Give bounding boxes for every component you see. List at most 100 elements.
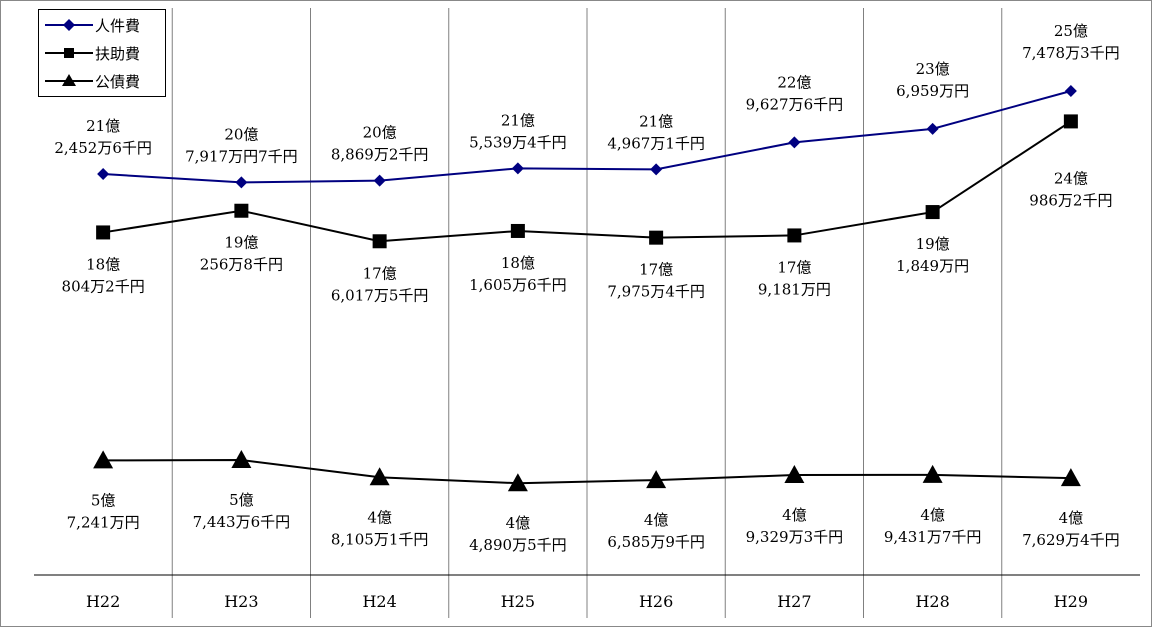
data-label-kosaihi-H25-oku: 4億 (506, 514, 531, 532)
x-tick-labels: H22 H23 H24 H25 H26 H27 H28 H29 (86, 592, 1088, 611)
legend-label-fujohi: 扶助費 (95, 45, 141, 63)
marker-jinkenhi-H24 (373, 174, 386, 187)
legend-item-jinkenhi: 人件費 (39, 12, 165, 38)
marker-jinkenhi-H28 (926, 122, 939, 135)
data-label-kosaihi-H22-man: 7,241万円 (67, 513, 140, 531)
marker-fujohi-H24 (372, 234, 387, 249)
legend-square-marker-icon (45, 48, 93, 58)
data-label-jinkenhi-H27-oku: 22億 (777, 73, 811, 91)
data-labels: 21億 2,452万6千円 20億 7,917万円7千円 20億 8,869万2千円 21億… (54, 22, 1119, 554)
data-label-jinkenhi-H28-oku: 23億 (916, 60, 950, 78)
marker-fujohi-H25 (510, 223, 525, 238)
marker-jinkenhi-H26 (650, 163, 663, 176)
marker-jinkenhi-H25 (511, 162, 524, 175)
data-label-jinkenhi-H25-oku: 21億 (501, 111, 535, 129)
data-label-fujohi-H29-man: 986万2千円 (1029, 191, 1112, 209)
data-label-kosaihi-H27-man: 9,329万3千円 (746, 528, 844, 546)
data-label-jinkenhi-H26-man: 4,967万1千円 (607, 134, 705, 152)
data-label-fujohi-H24-oku: 17億 (363, 264, 397, 282)
marker-fujohi-H29 (1063, 114, 1078, 129)
data-label-fujohi-H28-man: 1,849万円 (896, 257, 969, 275)
marker-fujohi-H26 (649, 230, 664, 245)
data-label-kosaihi-H27-oku: 4億 (782, 506, 807, 524)
x-tick-H23: H23 (224, 592, 258, 611)
marker-kosaihi-H25 (507, 473, 528, 492)
marker-kosaihi-H22 (93, 450, 114, 469)
legend-item-fujohi: 扶助費 (39, 40, 165, 66)
data-label-fujohi-H22-oku: 18億 (86, 255, 120, 273)
series-lines (102, 90, 1072, 485)
legend-label-jinkenhi: 人件費 (95, 17, 141, 35)
data-label-jinkenhi-H28-man: 6,959万円 (896, 82, 969, 100)
data-label-kosaihi-H24-oku: 4億 (367, 508, 392, 526)
marker-kosaihi-H26 (646, 470, 667, 489)
data-label-fujohi-H29-oku: 24億 (1054, 169, 1088, 187)
data-label-jinkenhi-H22-man: 2,452万6千円 (54, 139, 152, 157)
data-label-fujohi-H24-man: 6,017万5千円 (331, 286, 429, 304)
data-label-jinkenhi-H29-man: 7,478万3千円 (1022, 44, 1120, 62)
marker-jinkenhi-H23 (235, 176, 248, 189)
marker-kosaihi-H23 (231, 450, 252, 469)
data-label-kosaihi-H28-man: 9,431万7千円 (884, 528, 982, 546)
data-label-jinkenhi-H23-oku: 20億 (224, 125, 258, 143)
data-label-jinkenhi-H27-man: 9,627万6千円 (746, 95, 844, 113)
series-line-jinkenhi (103, 90, 1072, 184)
data-label-jinkenhi-H29-oku: 25億 (1054, 22, 1088, 40)
x-tick-H28: H28 (915, 592, 949, 611)
legend-diamond-marker-icon (45, 19, 93, 31)
data-label-kosaihi-H23-oku: 5億 (229, 491, 254, 509)
x-tick-H24: H24 (362, 592, 396, 611)
marker-fujohi-H27 (787, 228, 802, 243)
legend: 人件費 扶助費 公債費 (38, 9, 166, 97)
x-tick-H26: H26 (639, 592, 673, 611)
data-label-fujohi-H25-man: 1,605万6千円 (469, 276, 567, 294)
marker-kosaihi-H27 (784, 465, 805, 484)
series-markers (93, 84, 1081, 492)
x-tick-H29: H29 (1054, 592, 1088, 611)
data-label-jinkenhi-H25-man: 5,539万4千円 (469, 133, 567, 151)
data-label-fujohi-H22-man: 804万2千円 (62, 277, 145, 295)
x-tick-H25: H25 (501, 592, 535, 611)
data-label-kosaihi-H29-oku: 4億 (1059, 509, 1084, 527)
marker-jinkenhi-H27 (788, 136, 801, 149)
data-label-fujohi-H28-oku: 19億 (916, 235, 950, 253)
series-line-fujohi (102, 120, 1072, 243)
data-label-fujohi-H23-oku: 19億 (224, 234, 258, 252)
x-tick-H22: H22 (86, 592, 120, 611)
data-label-fujohi-H26-man: 7,975万4千円 (607, 283, 705, 301)
data-label-fujohi-H23-man: 256万8千円 (200, 256, 283, 274)
data-label-kosaihi-H26-man: 6,585万9千円 (607, 533, 705, 551)
data-label-jinkenhi-H24-oku: 20億 (363, 124, 397, 142)
data-label-kosaihi-H22-oku: 5億 (91, 491, 116, 509)
data-label-fujohi-H25-oku: 18億 (501, 254, 535, 272)
marker-kosaihi-H28 (922, 464, 943, 483)
x-tick-H27: H27 (777, 592, 811, 611)
legend-item-kosaihi: 公債費 (39, 68, 165, 94)
data-label-kosaihi-H25-man: 4,890万5千円 (469, 536, 567, 554)
data-label-fujohi-H27-oku: 17億 (777, 258, 811, 276)
marker-fujohi-H23 (234, 203, 249, 218)
data-label-fujohi-H26-oku: 17億 (639, 261, 673, 279)
marker-jinkenhi-H22 (97, 168, 110, 181)
marker-kosaihi-H29 (1060, 468, 1081, 487)
data-label-jinkenhi-H24-man: 8,869万2千円 (331, 146, 429, 164)
series-line-kosaihi (103, 459, 1071, 485)
category-separators (171, 8, 1003, 618)
data-label-kosaihi-H24-man: 8,105万1千円 (331, 530, 429, 548)
marker-fujohi-H22 (96, 225, 111, 240)
legend-triangle-marker-icon (45, 74, 93, 86)
legend-label-kosaihi: 公債費 (95, 73, 141, 91)
data-label-kosaihi-H28-oku: 4億 (920, 506, 945, 524)
data-label-jinkenhi-H23-man: 7,917万円7千円 (185, 147, 298, 165)
data-label-jinkenhi-H22-oku: 21億 (86, 117, 120, 135)
data-label-kosaihi-H23-man: 7,443万6千円 (193, 513, 291, 531)
marker-kosaihi-H24 (369, 467, 390, 486)
marker-jinkenhi-H29 (1064, 84, 1077, 97)
data-label-jinkenhi-H26-oku: 21億 (639, 112, 673, 130)
data-label-kosaihi-H26-oku: 4億 (644, 511, 669, 529)
data-label-kosaihi-H29-man: 7,629万4千円 (1022, 531, 1120, 549)
data-label-fujohi-H27-man: 9,181万円 (758, 280, 831, 298)
marker-fujohi-H28 (925, 205, 940, 220)
